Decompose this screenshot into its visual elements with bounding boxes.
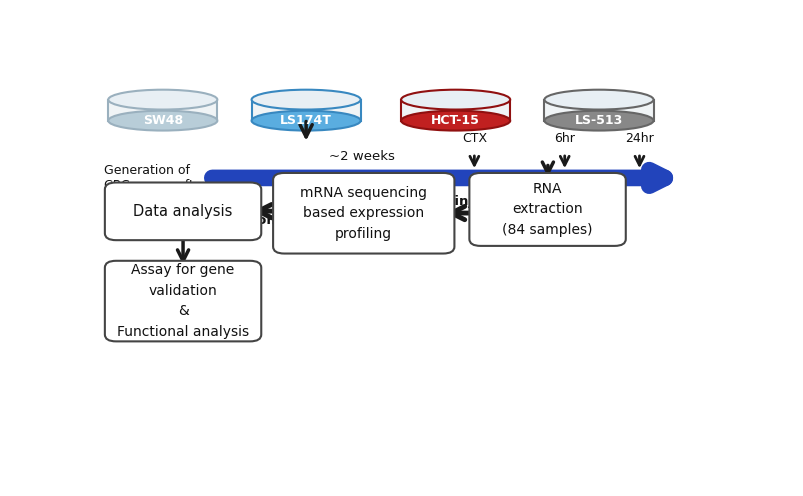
Text: RNA
extraction
(84 samples): RNA extraction (84 samples) <box>502 182 592 237</box>
Polygon shape <box>401 100 510 121</box>
Text: LS174T: LS174T <box>279 114 332 127</box>
Text: SW48: SW48 <box>143 114 182 127</box>
Ellipse shape <box>251 111 361 130</box>
Ellipse shape <box>401 111 510 130</box>
FancyBboxPatch shape <box>104 183 261 240</box>
Text: mRNA sequencing
based expression
profiling: mRNA sequencing based expression profili… <box>300 186 426 241</box>
Text: Tumor
harvest: Tumor harvest <box>557 195 614 223</box>
Ellipse shape <box>544 111 653 130</box>
Text: Tumor
inoculation: Tumor inoculation <box>193 199 276 227</box>
Text: LS-513: LS-513 <box>574 114 622 127</box>
Text: Generation of
CRC xenografts: Generation of CRC xenografts <box>104 164 200 192</box>
Text: HCT-15: HCT-15 <box>430 114 479 127</box>
Polygon shape <box>544 100 653 121</box>
Ellipse shape <box>108 111 217 130</box>
Text: 6hr: 6hr <box>553 132 574 145</box>
Ellipse shape <box>401 90 510 110</box>
Text: CTX: CTX <box>461 132 487 145</box>
FancyBboxPatch shape <box>469 173 625 246</box>
Polygon shape <box>251 100 361 121</box>
Text: Ab injection: Ab injection <box>429 195 519 208</box>
FancyBboxPatch shape <box>104 261 261 341</box>
Text: Data analysis: Data analysis <box>133 204 232 219</box>
Ellipse shape <box>251 90 361 110</box>
Ellipse shape <box>108 90 217 110</box>
Ellipse shape <box>544 90 653 110</box>
Text: ~2 weeks: ~2 weeks <box>329 150 394 163</box>
Text: 24hr: 24hr <box>624 132 653 145</box>
FancyBboxPatch shape <box>273 173 454 253</box>
Polygon shape <box>108 100 217 121</box>
Text: Assay for gene
validation
&
Functional analysis: Assay for gene validation & Functional a… <box>117 263 249 339</box>
